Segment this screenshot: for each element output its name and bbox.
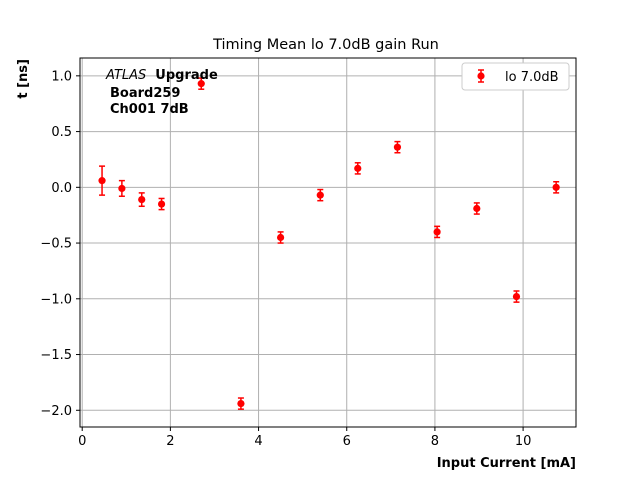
- x-tick-label: 0: [78, 434, 86, 449]
- y-axis-label: t [ns]: [16, 59, 31, 99]
- atlas-label: ATLAS: [105, 68, 146, 83]
- data-point: [552, 183, 560, 191]
- data-point: [118, 184, 126, 193]
- atlas-annotation: ATLAS Upgrade Board259 Ch001 7dB: [105, 66, 218, 117]
- x-tick-label: 10: [515, 434, 532, 449]
- data-point: [197, 80, 205, 88]
- legend-marker: [477, 72, 485, 80]
- series-group: [98, 77, 560, 410]
- data-point: [138, 195, 146, 204]
- data-point: [316, 191, 324, 199]
- channel-label: Ch001 7dB: [110, 102, 189, 117]
- upgrade-label: Upgrade: [155, 68, 218, 83]
- data-point: [354, 164, 362, 172]
- data-point: [512, 292, 521, 301]
- data-point: [473, 204, 481, 213]
- grid: [80, 58, 576, 427]
- data-point: [157, 200, 166, 208]
- atlas-line-1: ATLAS Upgrade: [105, 66, 218, 83]
- x-tick-label: 6: [343, 434, 351, 449]
- y-tick-label: −0.5: [40, 237, 72, 252]
- data-point: [393, 143, 402, 151]
- legend: lo 7.0dB: [461, 62, 570, 91]
- data-point: [98, 177, 106, 185]
- x-tick-label: 4: [254, 434, 262, 449]
- data-point: [433, 228, 441, 236]
- data-point: [277, 233, 285, 242]
- x-tick-label: 8: [431, 434, 439, 449]
- plot-frame: [79, 57, 577, 428]
- y-tick-label: 0.5: [51, 125, 72, 140]
- y-tick-label: 0.0: [51, 181, 72, 196]
- data-point: [237, 399, 245, 408]
- y-tick-label: −1.0: [40, 292, 72, 307]
- y-tick-label: −2.0: [40, 404, 72, 419]
- y-tick-label: 1.0: [51, 69, 72, 84]
- chart-title: Timing Mean lo 7.0dB gain Run: [212, 37, 439, 53]
- axes: 0 2 4 6 8 10 −2.0 −1.5 −1.0 −0.5 0.0 0.5 1.0: [40, 69, 531, 449]
- x-axis-label: Input Current [mA]: [437, 456, 576, 471]
- x-tick-label: 2: [166, 434, 174, 449]
- legend-box: [461, 62, 570, 91]
- y-tick-label: −1.5: [40, 348, 72, 363]
- board-label: Board259: [110, 86, 180, 101]
- legend-label: lo 7.0dB: [505, 70, 559, 85]
